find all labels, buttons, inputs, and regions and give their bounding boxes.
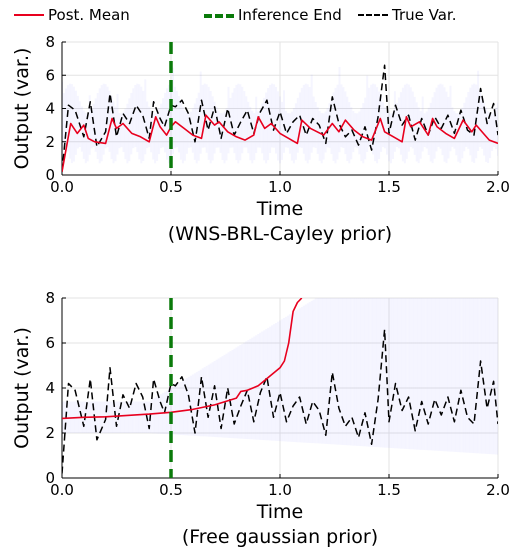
legend-swatch-true-var xyxy=(358,9,388,21)
y-tick-label: 6 xyxy=(45,334,55,352)
chart-title: (Free gaussian prior) xyxy=(182,526,378,548)
series-group-0 xyxy=(62,64,498,172)
chart-title: (WNS-BRL-Cayley prior) xyxy=(168,223,392,245)
y-tick-label: 6 xyxy=(45,66,55,84)
true-var-line xyxy=(62,328,498,474)
y-tick-label: 2 xyxy=(45,424,55,442)
x-tick-label: 0.5 xyxy=(159,481,183,499)
true-var-line xyxy=(62,64,498,172)
legend-swatch-inference-end xyxy=(204,9,234,21)
posterior-band-1 xyxy=(62,298,498,455)
x-axis-label: Time xyxy=(256,501,304,523)
y-tick-label: 8 xyxy=(45,289,55,307)
x-tick-label: 1.5 xyxy=(377,178,401,196)
legend-label-true-var: True Var. xyxy=(392,6,457,24)
y-tick-label: 8 xyxy=(45,33,55,51)
y-axis-label: Output (var.) xyxy=(11,48,33,170)
series-group-1 xyxy=(62,298,498,474)
y-tick-label: 4 xyxy=(45,379,55,397)
x-axis-label: Time xyxy=(256,198,304,220)
y-tick-label: 2 xyxy=(45,133,55,151)
x-tick-label: 0.0 xyxy=(50,481,74,499)
x-tick-label: 0.5 xyxy=(159,178,183,196)
x-tick-label: 2.0 xyxy=(486,481,510,499)
x-tick-label: 0.0 xyxy=(50,178,74,196)
y-tick-label: 0 xyxy=(45,469,55,487)
y-tick-label: 4 xyxy=(45,100,55,118)
post-mean-line xyxy=(62,114,498,172)
x-tick-label: 1.5 xyxy=(377,481,401,499)
x-tick-label: 2.0 xyxy=(486,178,510,196)
legend-swatch-post-mean xyxy=(14,9,44,21)
legend-label-post-mean: Post. Mean xyxy=(48,6,130,24)
x-tick-label: 1.0 xyxy=(268,178,292,196)
legend-label-inference-end: Inference End xyxy=(238,6,342,24)
y-axis-label: Output (var.) xyxy=(11,327,33,449)
legend-item-true-var: True Var. xyxy=(358,4,456,26)
legend-item-post-mean: Post. Mean xyxy=(14,4,130,26)
x-tick-label: 1.0 xyxy=(268,481,292,499)
y-tick-label: 0 xyxy=(45,166,55,184)
post-mean-line xyxy=(62,298,303,420)
legend-item-inference-end: Inference End xyxy=(204,4,342,26)
